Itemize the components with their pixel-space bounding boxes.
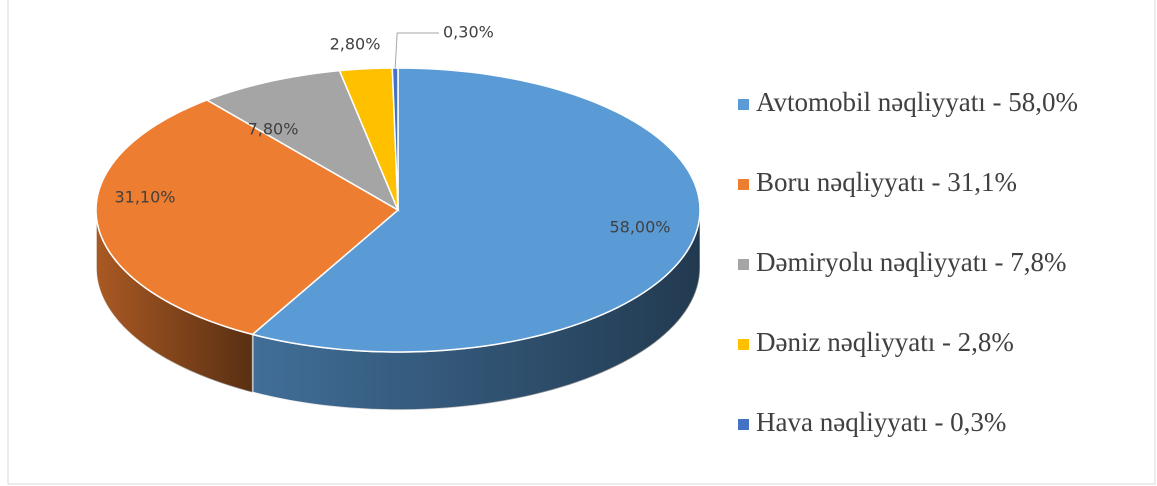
pie-slice [205, 69, 400, 212]
legend-swatch [738, 259, 749, 270]
pie-sides [95, 209, 701, 411]
legend-swatch [738, 99, 749, 110]
data-label: 2,80% [330, 35, 381, 54]
data-label: 0,30% [443, 23, 494, 42]
legend-swatch [738, 339, 749, 350]
pie-side-shade [96, 210, 253, 393]
pie-slice [95, 99, 400, 336]
legend-label: Dəniz nəqliyyatı - 2,8% [756, 327, 1014, 357]
legend-swatch [738, 419, 749, 430]
chart-border [7, 0, 1156, 485]
legend-label: Boru nəqliyyatı - 31,1% [756, 167, 1017, 197]
pie-side-shade [252, 210, 701, 410]
legend-label: Avtomobil nəqliyyatı - 58,0% [756, 87, 1078, 117]
leader-line [394, 32, 439, 69]
legend-label: Dəmiryolu nəqliyyatı - 7,8% [756, 247, 1066, 277]
pie-slice [338, 67, 399, 211]
data-label: 31,10% [114, 188, 175, 207]
pie-tops [95, 67, 701, 353]
pie-slice [250, 67, 701, 353]
legend-swatch [738, 179, 749, 190]
data-label: 7,80% [248, 120, 299, 139]
data-labels: 58,00% 31,10% 7,80% 2,80% 0,30% [114, 23, 670, 237]
data-label: 58,00% [609, 218, 670, 237]
legend: Avtomobil nəqliyyatı - 58,0% Boru nəqliyy… [738, 87, 1078, 437]
legend-label: Hava nəqliyyatı - 0,3% [756, 407, 1006, 437]
